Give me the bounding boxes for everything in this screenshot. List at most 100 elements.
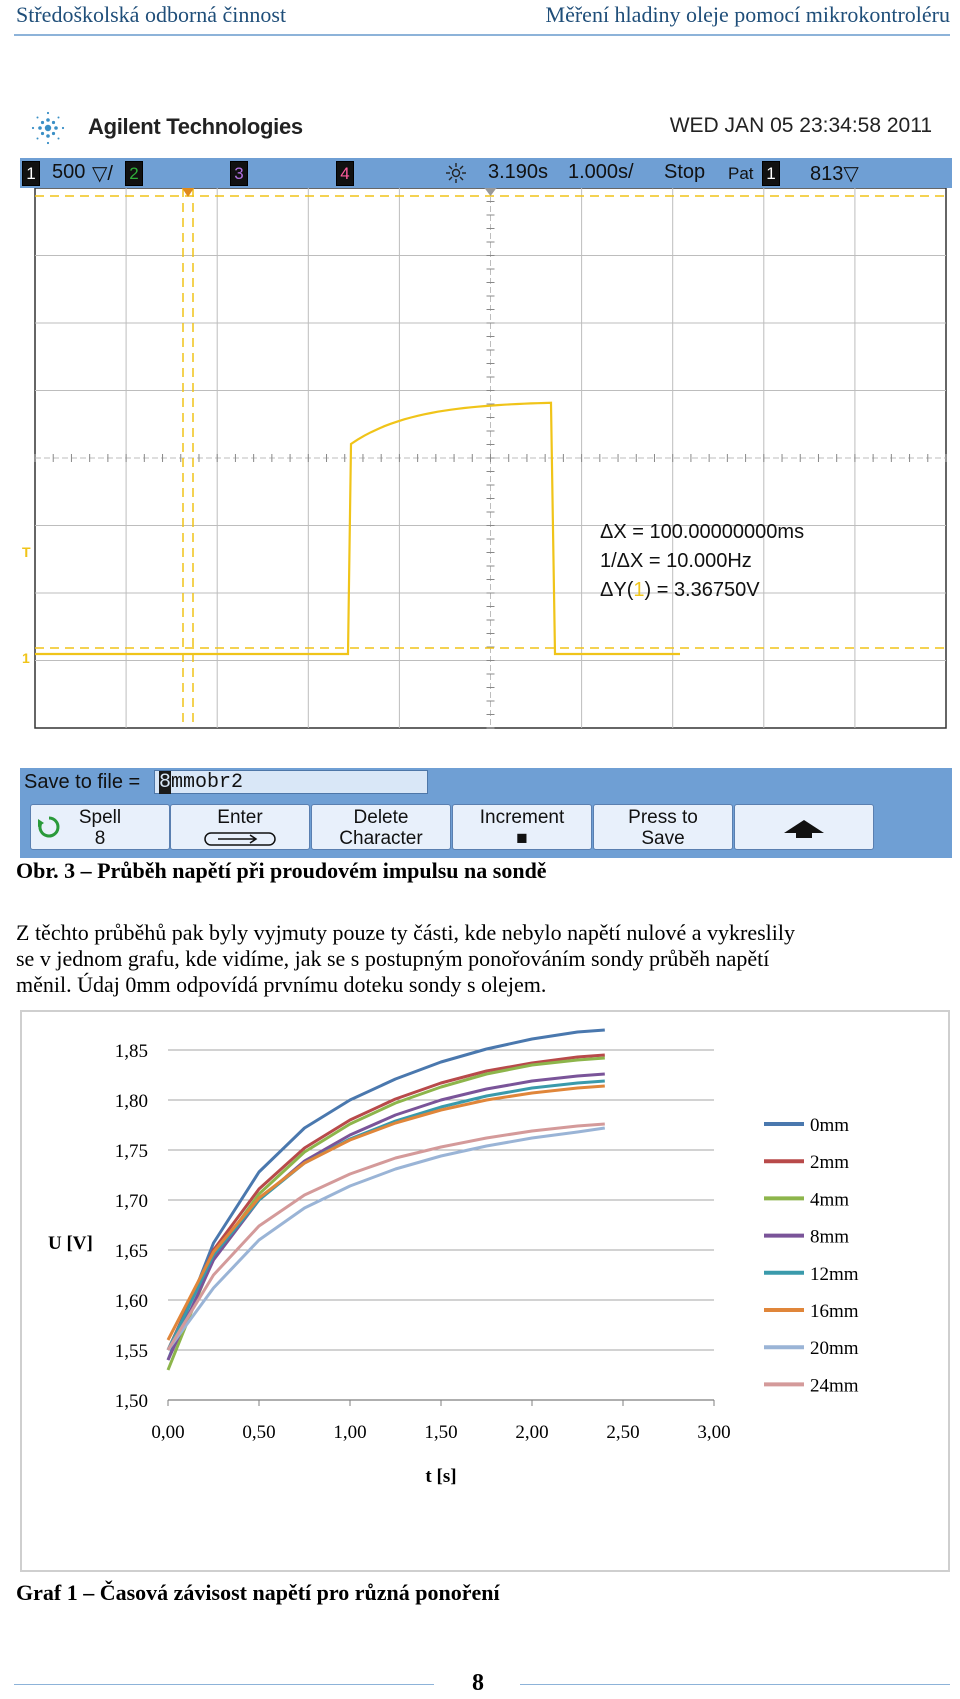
scope-brand: Agilent Technologies [88, 114, 303, 139]
save-label: Save [641, 828, 685, 849]
y-tick-label: 1,55 [115, 1341, 148, 1362]
time-position: 3.190s [488, 161, 549, 183]
press-to-label: Press to [628, 807, 698, 828]
delete-character-softkey[interactable]: Delete Character [311, 804, 451, 850]
y-tick-label: 1,65 [115, 1241, 148, 1262]
enter-arrow-icon [204, 832, 276, 846]
channel-1-unit: ▽/ [92, 163, 113, 185]
page-number: 8 [472, 1670, 484, 1696]
x-tick-label: 2,50 [606, 1422, 639, 1443]
figure-caption: Obr. 3 – Průběh napětí při proudovém imp… [16, 858, 547, 883]
x-tick-label: 2,00 [515, 1422, 548, 1443]
y-tick-label: 1,50 [115, 1391, 148, 1412]
series-line-16mm [166, 1084, 605, 1341]
x-tick-label: 1,50 [424, 1422, 457, 1443]
channel-3-box: 3 [230, 161, 248, 186]
legend-label-8mm: 8mm [810, 1227, 849, 1248]
legend-label-24mm: 24mm [810, 1375, 859, 1396]
up-arrow-icon [784, 820, 824, 838]
x-tick-label: 0,50 [242, 1422, 275, 1443]
save-file-input[interactable]: 8mmobr2 [154, 770, 428, 794]
save-file-label: Save to file = [24, 771, 141, 793]
oscilloscope-screenshot: Agilent Technologies WED JAN 05 23:34:58… [20, 98, 952, 858]
scope-status-bar: 1 500 ▽/ 2 3 4 3.190s 1.000s/ Stop Pat 1… [20, 158, 952, 188]
y-tick-label: 1,80 [115, 1091, 148, 1112]
press-to-save-softkey[interactable]: Press to Save [593, 804, 733, 850]
trigger-mode: Pat [728, 164, 754, 183]
enter-label: Enter [217, 807, 263, 828]
y-tick-label: 1,70 [115, 1191, 148, 1212]
series-line-20mm [166, 1126, 606, 1351]
legend-label-12mm: 12mm [810, 1264, 859, 1285]
graph-caption: Graf 1 – Časová závisost napětí pro různ… [16, 1580, 500, 1605]
series-line-12mm [166, 1079, 605, 1351]
spell-softkey[interactable]: Spell 8 [30, 804, 170, 850]
footer-rule-right [520, 1684, 950, 1685]
paragraph-line-2: se v jednom grafu, kde vidíme, jak se s … [16, 946, 770, 971]
save-file-cursor: 8 [159, 771, 172, 794]
channel-2-box: 2 [125, 161, 143, 186]
x-tick-label: 3,00 [697, 1422, 730, 1443]
save-file-name: mmobr2 [171, 771, 244, 794]
scope-display: T 1 ΔX = 100.00000000ms 1/ΔX = 10.000Hz … [20, 187, 952, 768]
cursor-delta-y-value: ) = 3.36750V [644, 579, 760, 601]
body-paragraph: Z těchto průběhů pak byly vyjmuty pouze … [16, 920, 951, 998]
channel-1-box: 1 [22, 161, 40, 186]
up-arrow-softkey[interactable] [734, 804, 874, 850]
y-tick-label: 1,75 [115, 1141, 148, 1162]
series-line-8mm [166, 1072, 605, 1361]
spell-value: 8 [94, 828, 106, 849]
series-line-0mm [166, 1028, 605, 1361]
delete-label: Delete [353, 807, 409, 828]
save-file-bar: Save to file = 8mmobr2 [20, 768, 952, 798]
voltage-time-chart: 1,50 1,55 1,60 1,65 1,70 1,75 1,80 1,85 0,00 0,50… [48, 1028, 859, 1487]
legend-label-20mm: 20mm [810, 1338, 859, 1359]
increment-label: Increment [479, 807, 565, 828]
trigger-position-marker [182, 188, 194, 197]
x-axis-label: t [s] [425, 1466, 456, 1487]
y-axis-label: U [V] [48, 1233, 93, 1254]
delete-label-2: Character [339, 828, 423, 849]
time-reference-marker [484, 188, 497, 196]
voltage-chart-frame: 1,50 1,55 1,60 1,65 1,70 1,75 1,80 1,85 0,00 0,50… [20, 1010, 950, 1572]
header-right-title: Měření hladiny oleje pomocí mikrokontrol… [545, 2, 950, 27]
increment-softkey[interactable]: Increment ■ [452, 804, 592, 850]
trigger-marker: T [22, 544, 31, 560]
scope-logo-row: Agilent Technologies WED JAN 05 23:34:58… [20, 98, 952, 158]
y-tick-label: 1,60 [115, 1291, 148, 1312]
y-tick-label: 1,85 [115, 1041, 148, 1062]
series-line-2mm [166, 1053, 605, 1351]
cursor-delta-x: ΔX = 100.00000000ms [600, 521, 805, 543]
cursor-inverse-delta-x: 1/ΔX = 10.000Hz [600, 550, 752, 572]
header-rule [14, 34, 950, 36]
softkey-row: Spell 8 Enter Delete Character Increment… [20, 798, 952, 858]
ground-marker: 1 [22, 650, 30, 666]
x-tick-label: 1,00 [333, 1422, 366, 1443]
cursor-delta-y: ΔY(1) = 3.36750V [600, 576, 804, 605]
legend-label-0mm: 0mm [810, 1115, 849, 1136]
legend-label-16mm: 16mm [810, 1301, 859, 1322]
channel-1-waveform [35, 401, 680, 656]
channel-1-scale: 500 [52, 161, 86, 183]
spell-label: Spell [78, 807, 122, 828]
rotate-knob-icon [38, 816, 60, 838]
enter-softkey[interactable]: Enter [170, 804, 310, 850]
header-left-title: Středoškolská odborná činnost [16, 2, 287, 27]
paragraph-line-3: měnil. Údaj 0mm odpovídá prvnímu doteku … [16, 972, 547, 997]
legend-label-2mm: 2mm [810, 1152, 849, 1173]
footer-rule-left [14, 1684, 434, 1685]
agilent-spark-logo-icon [31, 111, 65, 145]
trigger-channel-box: 1 [762, 161, 780, 186]
run-state: Stop [664, 161, 706, 183]
paragraph-line-1: Z těchto průběhů pak byly vyjmuty pouze … [16, 920, 795, 945]
channel-4-box: 4 [336, 161, 354, 186]
legend-label-4mm: 4mm [810, 1189, 849, 1210]
series-line-24mm [166, 1122, 605, 1351]
time-reference-icon [446, 163, 466, 183]
x-tick-label: 0,00 [151, 1422, 184, 1443]
increment-indicator: ■ [516, 828, 528, 849]
cursor-delta-y-channel: 1 [633, 579, 645, 601]
cursor-readout: ΔX = 100.00000000ms 1/ΔX = 10.000Hz ΔY(1… [600, 518, 804, 605]
time-per-division: 1.000s/ [568, 161, 634, 183]
trigger-level: 813▽ [810, 163, 859, 185]
